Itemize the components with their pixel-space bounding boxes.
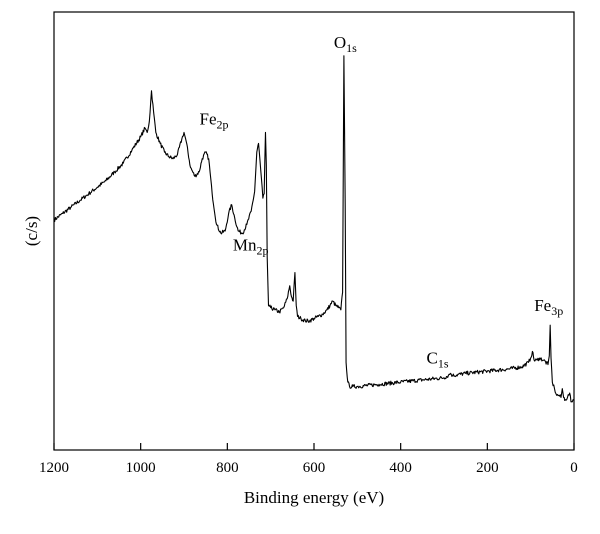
x-tick-label: 400 bbox=[389, 460, 412, 476]
x-axis-title: Binding energy (eV) bbox=[244, 488, 384, 507]
spectrum-line bbox=[53, 55, 574, 403]
y-axis-title: (c/s) bbox=[22, 216, 41, 246]
peak-label-mn2p: Mn2p bbox=[233, 236, 269, 258]
peak-label-fe3p: Fe3p bbox=[534, 296, 563, 318]
x-tick-label: 600 bbox=[303, 460, 326, 476]
x-tick-label: 800 bbox=[216, 460, 239, 476]
x-ticks bbox=[53, 443, 575, 450]
x-tick-label: 0 bbox=[570, 460, 578, 476]
x-tick-label: 1000 bbox=[126, 460, 156, 476]
peak-label-c1s: C1s bbox=[427, 348, 449, 370]
x-tick-label: 1200 bbox=[39, 460, 69, 476]
x-tick-labels: 1200 1000 800 600 400 200 0 bbox=[39, 460, 578, 476]
peak-annotations: O1s Fe2p Mn2p C1s Fe3p bbox=[200, 33, 564, 371]
plot-frame bbox=[53, 11, 575, 451]
x-tick-label: 200 bbox=[476, 460, 499, 476]
peak-label-fe2p: Fe2p bbox=[200, 109, 229, 131]
peak-label-o1s: O1s bbox=[334, 33, 357, 55]
